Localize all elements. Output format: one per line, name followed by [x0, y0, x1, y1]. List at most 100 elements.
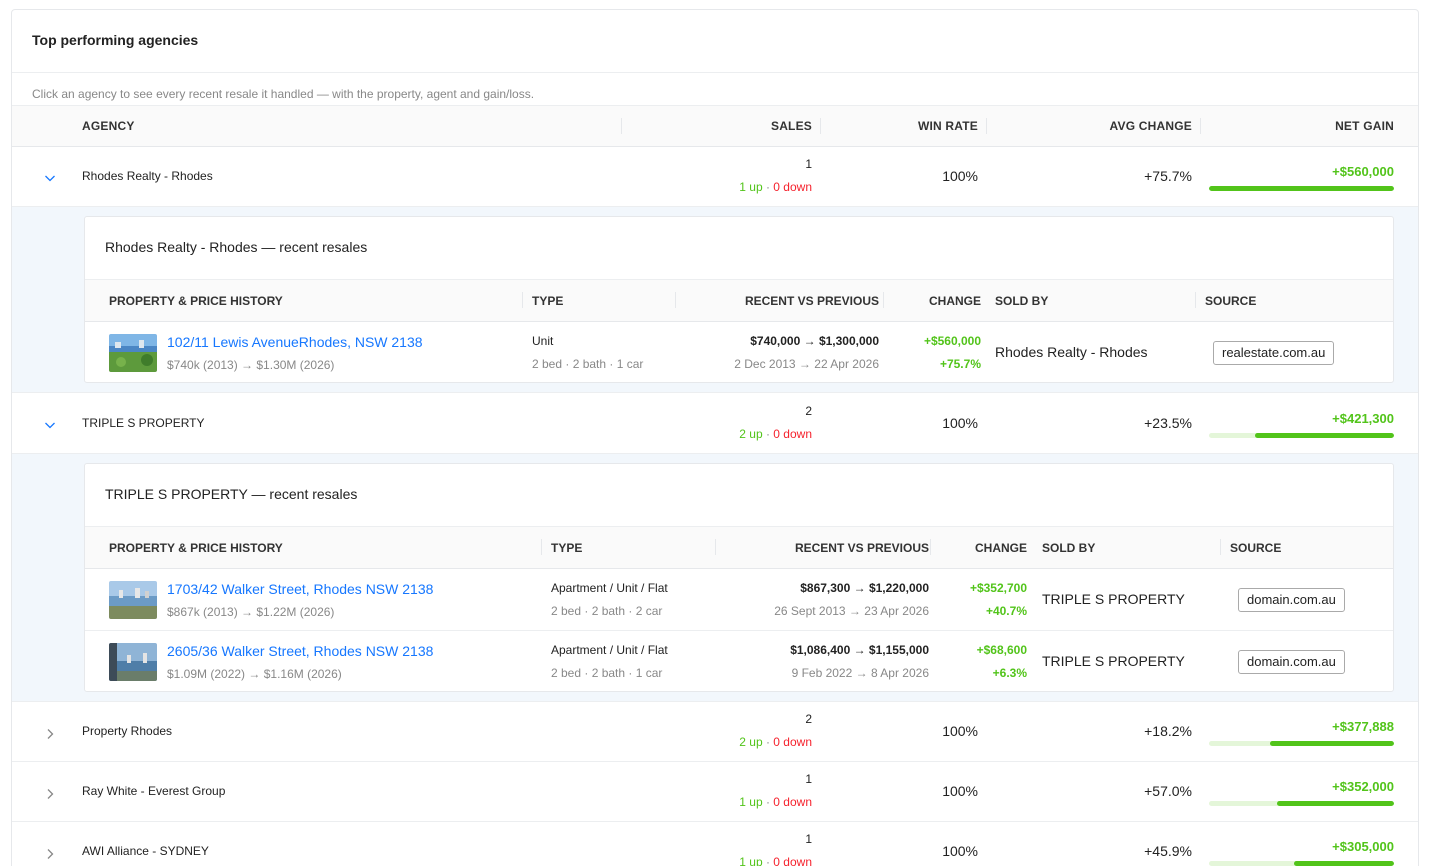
property-spec: 2 bed · 2 bath · 2 car: [551, 604, 663, 618]
win-rate-value: 100%: [942, 168, 978, 184]
col-sales[interactable]: SALES: [770, 119, 812, 133]
source-button[interactable]: domain.com.au: [1238, 650, 1345, 674]
column-divider: [621, 118, 622, 134]
column-divider: [930, 539, 931, 555]
sales-down: 0 down: [773, 427, 812, 441]
resale-row: 1703/42 Walker Street, Rhodes NSW 2138 $8…: [85, 569, 1393, 631]
price-history: $1.09M (2022) → $1.16M (2026): [167, 667, 342, 681]
net-gain-value: +$377,888: [1332, 719, 1394, 734]
avg-change-value: +75.7%: [1144, 168, 1192, 184]
sold-by-agency: TRIPLE S PROPERTY: [1042, 591, 1185, 607]
price-history: $740k (2013) → $1.30M (2026): [167, 358, 335, 372]
sale-dates: 26 Sept 2013 → 23 Apr 2026: [774, 604, 929, 618]
property-address-link[interactable]: 102/11 Lewis AvenueRhodes, NSW 2138: [167, 334, 423, 350]
col-sold-by[interactable]: SOLD BY: [1042, 541, 1096, 555]
col-change[interactable]: CHANGE: [974, 541, 1027, 555]
agency-row[interactable]: TRIPLE S PROPERTY 2 2 up · 0 down 100% +23.5…: [12, 394, 1418, 454]
net-gain-bar: [1209, 861, 1394, 866]
card-title: Top performing agencies: [32, 32, 199, 48]
agency-row[interactable]: AWI Alliance - SYDNEY 1 1 up · 0 down 100% +…: [12, 822, 1418, 866]
col-change[interactable]: CHANGE: [928, 294, 981, 308]
col-recent-vs-previous[interactable]: RECENT VS PREVIOUS: [794, 541, 929, 555]
property-photo[interactable]: [109, 581, 157, 619]
change-amount: +$68,600: [976, 643, 1027, 657]
recent-resales-title: TRIPLE S PROPERTY — recent resales: [105, 486, 358, 502]
sales-up: 1 up: [739, 855, 763, 866]
net-gain-bar-fill: [1270, 741, 1394, 746]
agency-name[interactable]: Rhodes Realty - Rhodes: [82, 169, 213, 183]
column-divider: [675, 292, 676, 308]
net-gain-bar: [1209, 741, 1394, 746]
col-avg-change[interactable]: AVG CHANGE: [1109, 119, 1192, 133]
column-divider: [883, 292, 884, 308]
property-address-link[interactable]: 1703/42 Walker Street, Rhodes NSW 2138: [167, 581, 434, 597]
recent-resales-card: TRIPLE S PROPERTY — recent resales PROPER…: [84, 463, 1394, 692]
recent-resales-card: Rhodes Realty - Rhodes — recent resales P…: [84, 216, 1394, 383]
agency-name[interactable]: TRIPLE S PROPERTY: [82, 416, 205, 430]
chevron-right-icon[interactable]: [43, 787, 57, 801]
property-spec: 2 bed · 2 bath · 1 car: [532, 357, 644, 371]
agency-row[interactable]: Rhodes Realty - Rhodes 1 1 up · 0 down 100%…: [12, 147, 1418, 207]
net-gain-value: +$305,000: [1332, 839, 1394, 854]
col-property[interactable]: PROPERTY & PRICE HISTORY: [109, 541, 283, 555]
property-photo[interactable]: [109, 334, 157, 372]
sales-up: 2 up: [739, 735, 763, 749]
agency-name[interactable]: AWI Alliance - SYDNEY: [82, 844, 209, 858]
net-gain-bar-fill: [1255, 433, 1394, 438]
sale-prices: $1,086,400 → $1,155,000: [790, 643, 929, 657]
sales-up-down: 1 up · 0 down: [739, 180, 812, 194]
col-win-rate[interactable]: WIN RATE: [917, 119, 978, 133]
sales-count: 1: [805, 832, 812, 846]
column-divider: [1220, 539, 1221, 555]
source-button[interactable]: realestate.com.au: [1213, 341, 1335, 365]
resales-table-header: PROPERTY & PRICE HISTORY TYPE RECENT VS PR…: [85, 526, 1393, 569]
sale-dates: 9 Feb 2022 → 8 Apr 2026: [791, 666, 929, 680]
sales-count: 1: [805, 157, 812, 171]
change-percent: +6.3%: [992, 666, 1027, 680]
agency-row[interactable]: Property Rhodes 2 2 up · 0 down 100% +18.2% +…: [12, 702, 1418, 762]
price-history: $867k (2013) → $1.22M (2026): [167, 605, 335, 619]
sales-up: 2 up: [739, 427, 763, 441]
avg-change-value: +23.5%: [1144, 415, 1192, 431]
agency-row[interactable]: Ray White - Everest Group 1 1 up · 0 down 1…: [12, 762, 1418, 822]
divider: [12, 72, 1418, 73]
chevron-down-icon[interactable]: [43, 171, 57, 185]
col-property[interactable]: PROPERTY & PRICE HISTORY: [109, 294, 283, 308]
change-amount: +$560,000: [923, 334, 981, 348]
col-type[interactable]: TYPE: [551, 541, 583, 555]
net-gain-bar: [1209, 186, 1394, 191]
sales-up-down: 1 up · 0 down: [739, 855, 812, 866]
col-net-gain[interactable]: NET GAIN: [1335, 119, 1394, 133]
chevron-down-icon[interactable]: [43, 418, 57, 432]
property-type: Unit: [532, 334, 554, 348]
separator-dot: ·: [762, 735, 774, 749]
sale-prices: $867,300 → $1,220,000: [800, 581, 929, 595]
top-agencies-card: Top performing agencies Click an agency …: [11, 9, 1419, 866]
column-divider: [541, 539, 542, 555]
property-photo[interactable]: [109, 643, 157, 681]
agency-name[interactable]: Ray White - Everest Group: [82, 784, 226, 798]
col-type[interactable]: TYPE: [532, 294, 564, 308]
avg-change-value: +18.2%: [1144, 723, 1192, 739]
win-rate-value: 100%: [942, 843, 978, 859]
col-recent-vs-previous[interactable]: RECENT VS PREVIOUS: [744, 294, 879, 308]
col-source[interactable]: SOURCE: [1230, 541, 1282, 555]
chevron-right-icon[interactable]: [43, 847, 57, 861]
property-address-link[interactable]: 2605/36 Walker Street, Rhodes NSW 2138: [167, 643, 434, 659]
table-header: AGENCY SALES WIN RATE AVG CHANGE NET GAI…: [12, 105, 1418, 147]
col-sold-by[interactable]: SOLD BY: [995, 294, 1049, 308]
col-agency[interactable]: AGENCY: [82, 119, 135, 133]
chevron-right-icon[interactable]: [43, 727, 57, 741]
column-divider: [1200, 118, 1201, 134]
resale-row: 102/11 Lewis AvenueRhodes, NSW 2138 $740k…: [85, 322, 1393, 382]
separator-dot: ·: [762, 180, 774, 194]
agency-name[interactable]: Property Rhodes: [82, 724, 173, 738]
sales-up-down: 2 up · 0 down: [739, 735, 812, 749]
expanded-panel: TRIPLE S PROPERTY — recent resales PROPER…: [12, 454, 1418, 702]
avg-change-value: +45.9%: [1144, 843, 1192, 859]
net-gain-bar: [1209, 433, 1394, 438]
source-button[interactable]: domain.com.au: [1238, 588, 1345, 612]
col-source[interactable]: SOURCE: [1205, 294, 1257, 308]
column-divider: [522, 292, 523, 308]
recent-resales-title: Rhodes Realty - Rhodes — recent resales: [105, 239, 368, 255]
